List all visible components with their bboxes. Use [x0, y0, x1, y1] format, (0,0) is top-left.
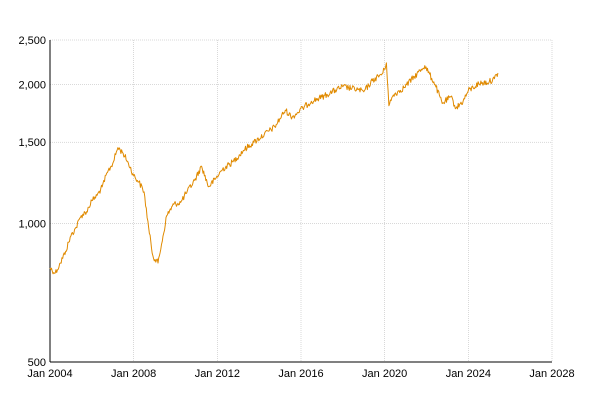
- grid-lines: [49, 39, 553, 363]
- y-tick-label: 2,000: [18, 80, 46, 92]
- x-tick-label: Jan 2028: [529, 368, 574, 380]
- x-tick-label: Jan 2024: [446, 368, 491, 380]
- x-tick-label: Jan 2004: [27, 368, 72, 380]
- series-layer: [49, 62, 499, 275]
- y-tick-label: 2,500: [18, 35, 46, 47]
- axes: [49, 40, 552, 363]
- x-tick-label: Jan 2016: [278, 368, 323, 380]
- y-tick-label: 1,500: [18, 137, 46, 149]
- y-tick-label: 500: [28, 357, 46, 369]
- series-line: [49, 62, 499, 275]
- tick-labels: 500 1,000 1,500 2,000 2,500 Jan 2004 Jan 2008 J…: [18, 35, 574, 380]
- y-tick-label: 1,000: [18, 218, 46, 230]
- x-tick-label: Jan 2012: [195, 368, 240, 380]
- x-tick-label: Jan 2008: [111, 368, 156, 380]
- x-tick-label: Jan 2020: [362, 368, 407, 380]
